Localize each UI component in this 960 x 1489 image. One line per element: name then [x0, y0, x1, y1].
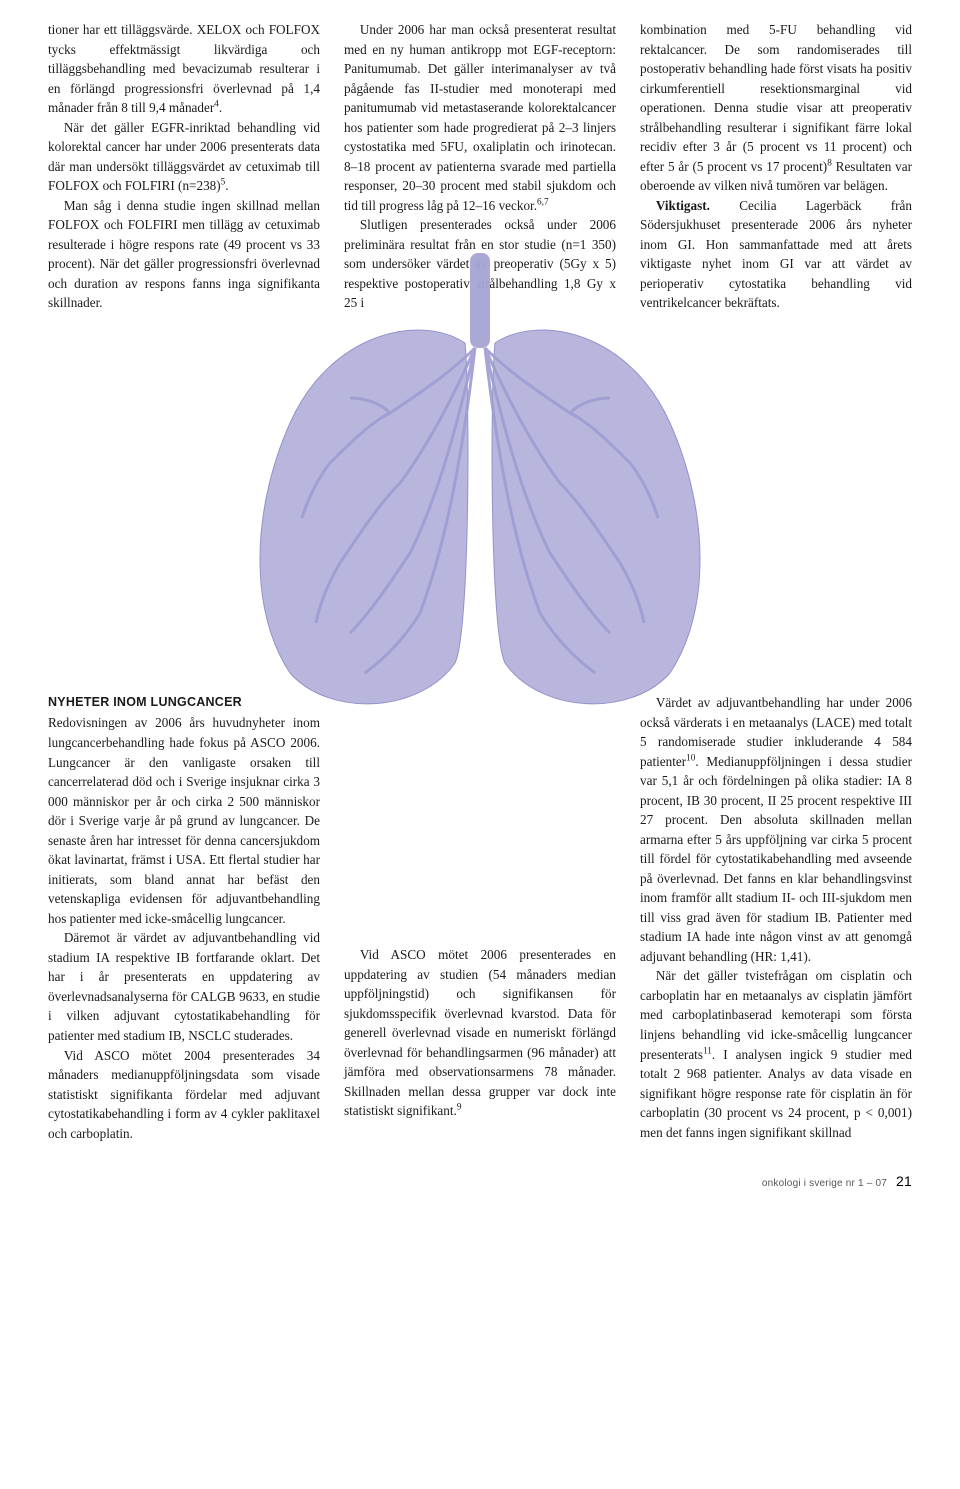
lower-p2: Däremot är värdet av adjuvantbehandling … [48, 928, 320, 1045]
page-footer: onkologi i sverige nr 1 – 07 21 [48, 1173, 912, 1189]
lower-p1: Redovisningen av 2006 års huvudnyheter i… [48, 713, 320, 928]
section-heading: NYHETER INOM LUNGCANCER [48, 693, 320, 712]
upper-p4: Under 2006 har man också presenterat res… [344, 20, 616, 215]
lower-p6: När det gäller tvistefrågan om cisplatin… [640, 966, 912, 1142]
lower-p3: Vid ASCO mötet 2004 presenterades 34 mån… [48, 1046, 320, 1144]
footer-text: onkologi i sverige nr 1 – 07 [762, 1178, 887, 1189]
upper-p2: När det gäller EGFR-inriktad behandling … [48, 118, 320, 196]
lower-text-block: NYHETER INOM LUNGCANCER Redovisningen av… [48, 693, 912, 1143]
lower-p4: Vid ASCO mötet 2006 presenterades en upp… [344, 945, 616, 1121]
upper-p1: tioner har ett tilläggsvärde. XELOX och … [48, 20, 320, 118]
page-number: 21 [896, 1173, 912, 1189]
upper-p6: kombination med 5-FU behandling vid rekt… [640, 20, 912, 196]
lungs-icon [220, 243, 740, 723]
lower-p5: Värdet av adjuvantbehandling har under 2… [640, 693, 912, 966]
